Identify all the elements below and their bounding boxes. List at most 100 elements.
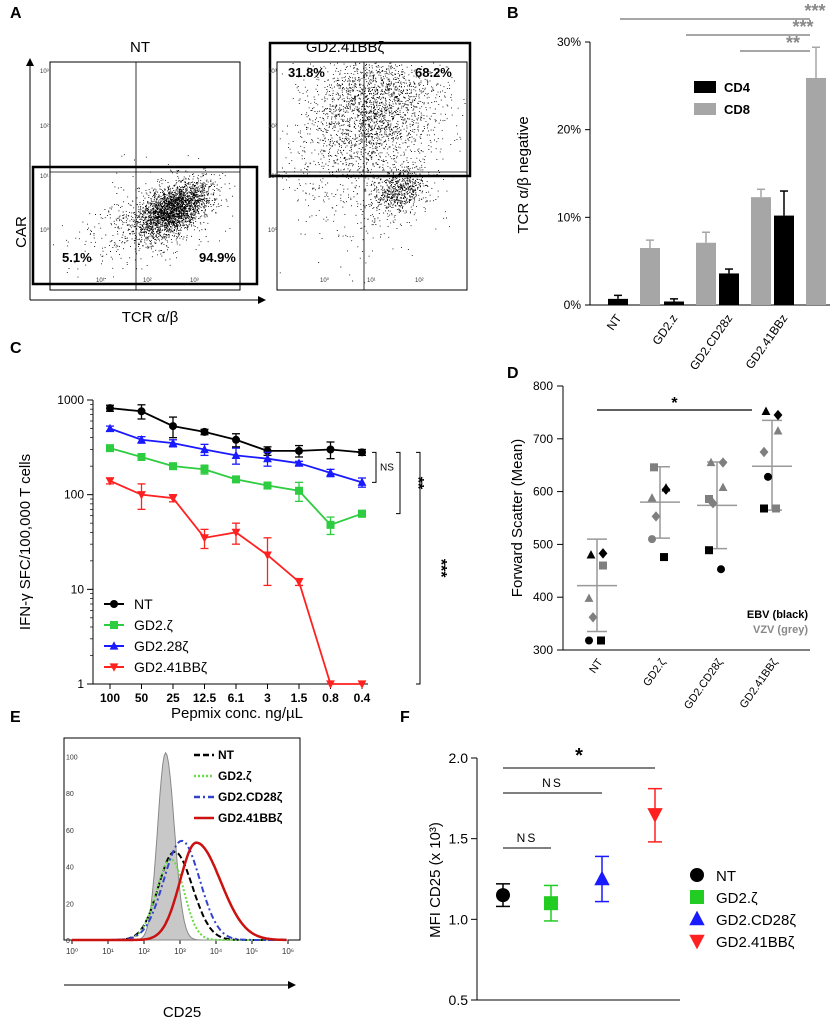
c-point <box>358 448 366 457</box>
e-xtick-label: 10⁴ <box>210 947 223 956</box>
c-point <box>169 422 177 431</box>
d-legend-ebv: EBV (black) <box>747 609 808 621</box>
c-ytick-label: 10 <box>71 582 85 596</box>
b-ytick-label: 30% <box>557 35 581 49</box>
d-point <box>648 535 656 544</box>
panel-b-bar-chart: 0% 10% 20% 30% NT GD2.z GD2.CD28z GD2.41BBz **… <box>515 1 830 373</box>
d-ytick-label: 600 <box>533 485 553 499</box>
d-point <box>585 636 593 645</box>
d-y-ticks: 300 400 500 600 700 800 <box>533 379 563 657</box>
tick-a1-y3: 10³ <box>40 69 49 75</box>
c-point <box>137 452 146 461</box>
b-y-ticks: 0% 10% 20% 30% <box>557 35 590 312</box>
flow-y-arrowhead <box>26 58 34 66</box>
d-point <box>773 426 783 435</box>
d-xtick-label: GD2.ζ <box>641 657 668 689</box>
f-ytick-label: 0.5 <box>449 992 469 1008</box>
flow-x-arrowhead <box>258 296 266 304</box>
flow-cloud-nt-main <box>95 163 230 261</box>
e-legend-label: NT <box>218 748 235 762</box>
d-point <box>705 494 713 503</box>
d-point <box>651 511 661 522</box>
flow-dots-car <box>278 62 466 284</box>
flow-dots-nt <box>53 154 236 285</box>
c-point <box>232 435 240 444</box>
c-series <box>105 404 367 689</box>
d-ytick-label: 400 <box>533 590 553 604</box>
panel-label-e: E <box>10 709 21 726</box>
d-legend-vzv: VZV (grey) <box>753 624 808 636</box>
f-legend-label: GD2.41BBζ <box>716 934 795 951</box>
e-xtick-label: 10³ <box>174 947 186 956</box>
c-x-ticks: 100 50 25 12.5 6.1 3 1.5 0.8 0.4 <box>100 684 371 705</box>
f-sig-label: NS <box>542 776 563 790</box>
b-xtick-label: GD2.41BBz <box>743 312 791 372</box>
c-point <box>169 462 177 471</box>
c-sig-bracket <box>396 451 401 515</box>
d-point <box>660 553 668 562</box>
flow-cloud-nt-spread <box>53 154 236 285</box>
flow-xlabel: TCR α/β <box>122 309 179 326</box>
panel-f-scatter: 0.5 1.0 1.5 2.0 NS NS * NT GD2.ζ GD2.CD28ζ GD2.4… <box>427 745 796 1008</box>
c-xtick-label: 0.8 <box>322 691 339 705</box>
flow-cloud-car-lower <box>340 151 444 227</box>
f-sig-label: * <box>575 745 583 767</box>
f-ylabel: MFI CD25 (x 10³) <box>427 822 444 938</box>
c-point <box>295 486 303 495</box>
f-y-ticks: 0.5 1.0 1.5 2.0 <box>449 750 477 1008</box>
f-point <box>594 870 610 886</box>
e-legend-label: GD2.CD28ζ <box>218 790 283 804</box>
tick-a2-x3: 10² <box>415 278 424 284</box>
e-xtick-label: 10⁶ <box>282 947 294 956</box>
panel-label-a: A <box>10 5 22 22</box>
f-legend-marker <box>689 910 705 926</box>
d-xtick-label: NT <box>587 657 605 676</box>
e-isotype-area <box>72 751 288 941</box>
e-curves <box>72 751 288 942</box>
d-point <box>760 504 768 513</box>
e-ytick-label: 100 <box>66 754 78 761</box>
e-x-arrowhead <box>288 981 296 989</box>
c-point <box>106 444 114 453</box>
c-legend-marker <box>110 600 118 608</box>
d-point <box>706 457 716 467</box>
e-ytick-label: 40 <box>66 865 74 872</box>
e-curve <box>72 841 287 942</box>
e-ytick-label: 0 <box>66 938 70 945</box>
f-significance: NS NS * <box>503 745 655 849</box>
e-xtick-label: 10⁰ <box>66 947 78 956</box>
panel-label-b: B <box>507 5 519 22</box>
b-bar <box>664 301 684 305</box>
f-ytick-label: 2.0 <box>449 750 469 766</box>
f-point <box>496 888 510 903</box>
d-point <box>759 446 769 458</box>
d-ytick-label: 700 <box>533 432 553 446</box>
quadrant-pct-nt-right: 94.9% <box>199 250 236 265</box>
c-ytick-label: 1000 <box>57 393 84 407</box>
c-point <box>326 520 335 529</box>
b-sig-label: *** <box>804 1 825 21</box>
tick-a2-y1: 10¹ <box>268 174 277 180</box>
c-point <box>294 458 304 467</box>
e-x-ticks: 10⁰ 10¹ 10² 10³ 10⁴ 10⁵ 10⁶ <box>66 940 294 956</box>
d-ylabel: Forward Scatter (Mean) <box>509 439 526 597</box>
c-ytick-label: 1 <box>77 677 84 691</box>
b-bar <box>608 298 628 305</box>
c-point <box>200 534 209 543</box>
b-significance: ******** <box>620 1 826 53</box>
d-point <box>597 636 605 645</box>
f-point <box>544 896 558 911</box>
c-legend-label: GD2.41BBζ <box>134 659 207 675</box>
b-ylabel: TCR α/β negative <box>515 116 532 233</box>
e-curve <box>72 839 287 941</box>
d-xtick-label: GD2.CD28ζ <box>682 657 726 712</box>
c-xtick-label: 6.1 <box>228 691 245 705</box>
gate-car-positive <box>268 41 472 178</box>
c-legend: NT GD2.ζ GD2.28ζ GD2.41BBζ <box>104 596 207 675</box>
c-point <box>231 528 241 538</box>
d-x-ticks: NT GD2.ζ GD2.CD28ζ GD2.41BBζ <box>587 657 780 712</box>
c-point <box>326 445 335 454</box>
c-point <box>294 578 304 587</box>
b-legend-swatch-cd8 <box>694 103 716 115</box>
